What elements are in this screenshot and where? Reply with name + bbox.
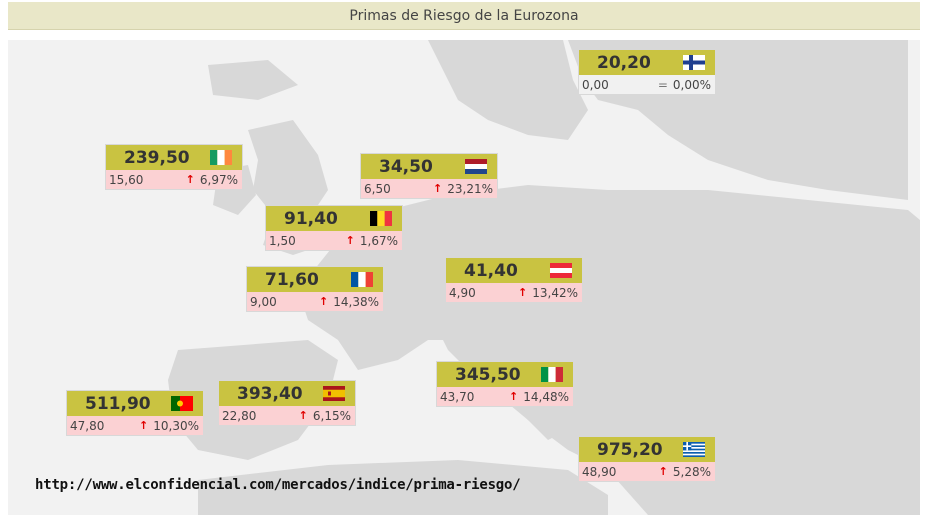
country-card-italy[interactable]: 345,50 43,70 ↑ 14,48% [436,361,574,407]
change-percent: 13,42% [532,285,578,300]
risk-premium-value: 239,50 [124,147,190,168]
risk-premium-value: 511,90 [85,393,151,414]
up-arrow-icon: ↑ [319,295,329,308]
austria-flag-icon [550,263,572,278]
netherlands-flag-icon [465,159,487,174]
country-card-belgium[interactable]: 91,40 1,50 ↑ 1,67% [265,205,403,251]
change-percent: 14,48% [523,389,569,404]
value-bar: 91,40 [266,206,402,231]
risk-premium-value: 393,40 [237,383,303,404]
up-arrow-icon: ↑ [658,465,668,478]
change-value: 9,00 [250,294,277,309]
change-value: 4,90 [449,285,476,300]
change-value: 1,50 [269,233,296,248]
value-bar: 975,20 [579,437,715,462]
change-percent: 14,38% [333,294,379,309]
change-value: 0,00 [582,77,609,92]
up-arrow-icon: ↑ [433,182,443,195]
up-arrow-icon: ↑ [509,390,519,403]
unchanged-icon: = [657,77,668,92]
spain-flag-icon [323,386,345,401]
change-row: 48,90 ↑ 5,28% [579,462,715,481]
value-bar: 393,40 [219,381,355,406]
change-value: 47,80 [70,418,105,433]
value-bar: 34,50 [361,154,497,179]
country-card-netherlands[interactable]: 34,50 6,50 ↑ 23,21% [360,153,498,199]
source-url: http://www.elconfidencial.com/mercados/i… [35,477,521,493]
change-value: 22,80 [222,408,257,423]
change-value: 15,60 [109,172,144,187]
greece-flag-icon [683,442,705,457]
up-arrow-icon: ↑ [298,409,308,422]
risk-premium-value: 975,20 [597,439,663,460]
change-row: 15,60 ↑ 6,97% [106,170,242,189]
portugal-flag-icon [171,396,193,411]
change-row: 22,80 ↑ 6,15% [219,406,355,425]
change-value: 48,90 [582,464,617,479]
country-card-austria[interactable]: 41,40 4,90 ↑ 13,42% [445,257,583,303]
up-arrow-icon: ↑ [185,173,195,186]
change-row: 4,90 ↑ 13,42% [446,283,582,302]
ireland-flag-icon [210,150,232,165]
finland-flag-icon [683,55,705,70]
change-percent: 6,97% [199,172,238,187]
country-card-spain[interactable]: 393,40 22,80 ↑ 6,15% [218,380,356,426]
up-arrow-icon: ↑ [345,234,355,247]
risk-premium-value: 20,20 [597,52,651,73]
change-value: 43,70 [440,389,475,404]
change-percent: 10,30% [153,418,199,433]
change-value: 6,50 [364,181,391,196]
risk-premium-value: 41,40 [464,260,518,281]
value-bar: 511,90 [67,391,203,416]
change-row: 6,50 ↑ 23,21% [361,179,497,198]
change-percent: 6,15% [312,408,351,423]
change-row: 47,80 ↑ 10,30% [67,416,203,435]
country-card-finland[interactable]: 20,20 0,00 = 0,00% [578,49,716,95]
value-bar: 20,20 [579,50,715,75]
france-flag-icon [351,272,373,287]
change-percent: 0,00% [672,77,711,92]
value-bar: 239,50 [106,145,242,170]
country-card-france[interactable]: 71,60 9,00 ↑ 14,38% [246,266,384,312]
italy-flag-icon [541,367,563,382]
risk-premium-value: 71,60 [265,269,319,290]
country-card-ireland[interactable]: 239,50 15,60 ↑ 6,97% [105,144,243,190]
change-row: 1,50 ↑ 1,67% [266,231,402,250]
value-bar: 345,50 [437,362,573,387]
up-arrow-icon: ↑ [139,419,149,432]
change-percent: 1,67% [359,233,398,248]
risk-premium-value: 91,40 [284,208,338,229]
value-bar: 41,40 [446,258,582,283]
value-bar: 71,60 [247,267,383,292]
risk-premium-value: 345,50 [455,364,521,385]
widget-title: Primas de Riesgo de la Eurozona [349,7,579,24]
country-card-greece[interactable]: 975,20 48,90 ↑ 5,28% [578,436,716,482]
change-row: 9,00 ↑ 14,38% [247,292,383,311]
widget-title-bar: Primas de Riesgo de la Eurozona [8,2,920,30]
country-card-portugal[interactable]: 511,90 47,80 ↑ 10,30% [66,390,204,436]
change-percent: 5,28% [672,464,711,479]
risk-premium-value: 34,50 [379,156,433,177]
belgium-flag-icon [370,211,392,226]
change-percent: 23,21% [447,181,493,196]
change-row: 0,00 = 0,00% [579,75,715,94]
up-arrow-icon: ↑ [518,286,528,299]
change-row: 43,70 ↑ 14,48% [437,387,573,406]
